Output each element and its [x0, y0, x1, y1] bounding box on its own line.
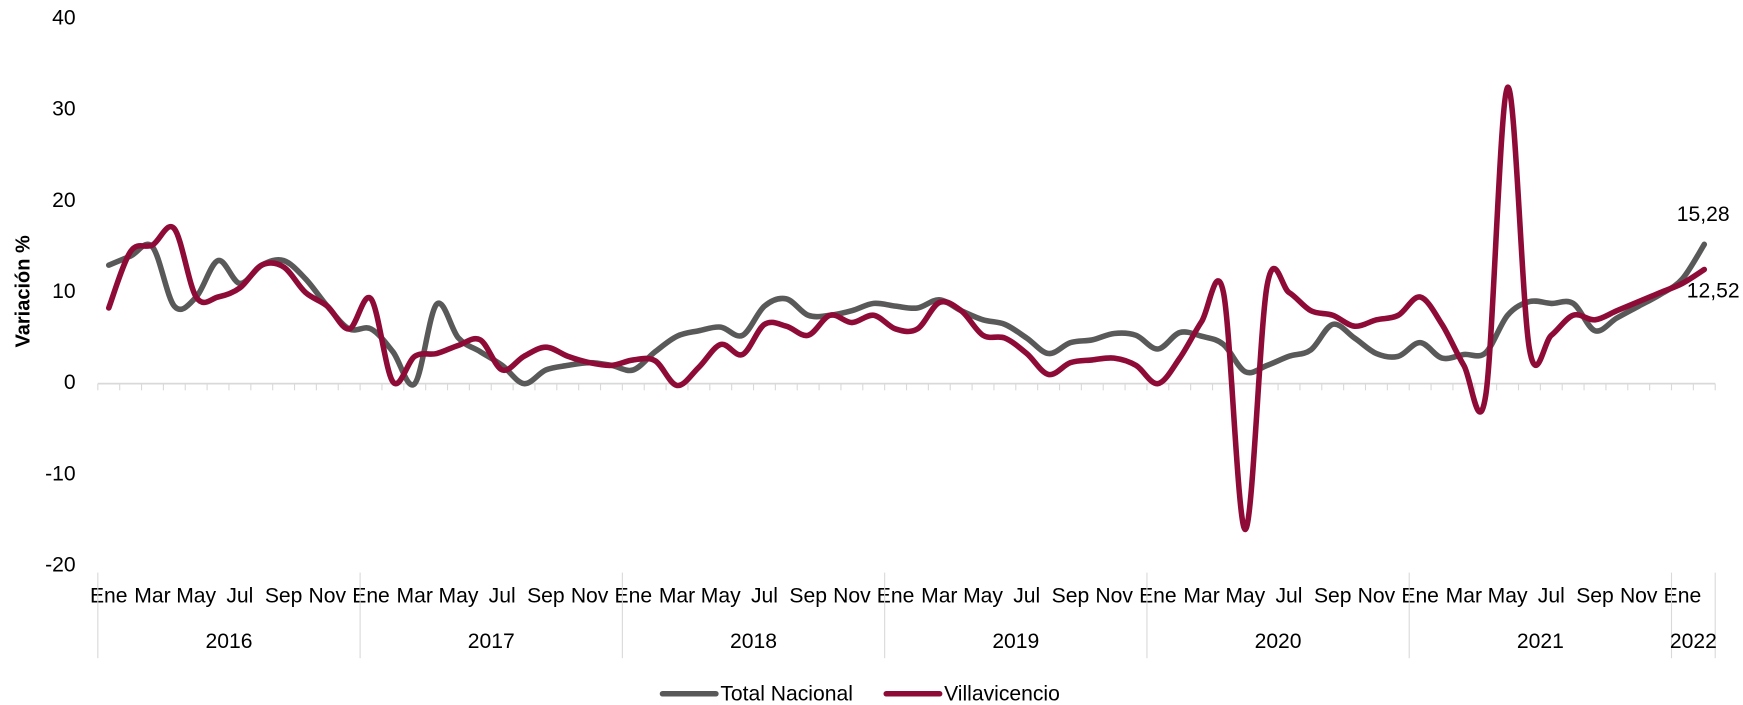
year-label: 2022	[1670, 630, 1717, 653]
x-tick-label: Jul	[1276, 585, 1303, 608]
x-tick-label: Mar	[659, 585, 695, 608]
x-tick-label: Ene	[90, 585, 128, 608]
line-series	[105, 241, 1708, 388]
x-tick-label: Ene	[615, 585, 653, 608]
line-series	[105, 84, 1708, 533]
x-tick-label: Nov	[571, 585, 609, 608]
x-tick-label: Sep	[1052, 585, 1090, 608]
year-label: 2021	[1517, 630, 1564, 653]
x-tick-label: Jul	[1538, 585, 1565, 608]
y-tick-label: 40	[52, 7, 75, 30]
x-tick-label: Jul	[1013, 585, 1040, 608]
x-tick-label: May	[963, 585, 1003, 608]
x-tick-label: Sep	[1314, 585, 1352, 608]
x-tick-label: Jul	[751, 585, 778, 608]
year-label: 2018	[730, 630, 777, 653]
x-tick-label: May	[439, 585, 479, 608]
x-tick-label: May	[1488, 585, 1528, 608]
y-tick-label: -20	[45, 554, 76, 577]
x-tick-label: Mar	[1183, 585, 1219, 608]
data-label: 15,28	[1677, 203, 1730, 226]
x-tick-label: Nov	[309, 585, 347, 608]
x-tick-label: Sep	[789, 585, 827, 608]
y-tick-label: 20	[52, 189, 75, 212]
x-tick-label: Sep	[1576, 585, 1614, 608]
x-tick-label: Sep	[265, 585, 303, 608]
x-tick-label: Jul	[226, 585, 253, 608]
x-tick-label: Ene	[1139, 585, 1177, 608]
year-label: 2016	[205, 630, 252, 653]
y-tick-label: -10	[45, 462, 76, 485]
year-label: 2017	[468, 630, 515, 653]
x-tick-label: Sep	[527, 585, 565, 608]
year-label: 2020	[1255, 630, 1302, 653]
y-tick-label: 10	[52, 280, 75, 303]
year-label: 2019	[992, 630, 1039, 653]
x-tick-label: Ene	[352, 585, 390, 608]
data-label: 12,52	[1687, 279, 1740, 302]
x-tick-label: Nov	[1620, 585, 1658, 608]
x-tick-label: Mar	[397, 585, 433, 608]
x-tick-label: Nov	[1358, 585, 1396, 608]
x-tick-label: May	[701, 585, 741, 608]
x-tick-label: May	[1225, 585, 1265, 608]
x-tick-label: Ene	[877, 585, 915, 608]
x-tick-label: Mar	[921, 585, 957, 608]
x-tick-label: Nov	[1095, 585, 1133, 608]
y-tick-label: 30	[52, 98, 75, 121]
x-tick-label: Nov	[833, 585, 871, 608]
x-tick-label: Ene	[1664, 585, 1702, 608]
x-tick-label: Ene	[1401, 585, 1439, 608]
y-tick-label: 0	[64, 371, 76, 394]
x-tick-label: Mar	[1446, 585, 1482, 608]
legend-label: Villavicencio	[944, 682, 1060, 705]
x-tick-label: May	[176, 585, 216, 608]
x-tick-label: Mar	[134, 585, 170, 608]
y-axis-label: Variación %	[13, 235, 35, 347]
x-tick-label: Jul	[489, 585, 516, 608]
legend-label: Total Nacional	[720, 682, 853, 705]
